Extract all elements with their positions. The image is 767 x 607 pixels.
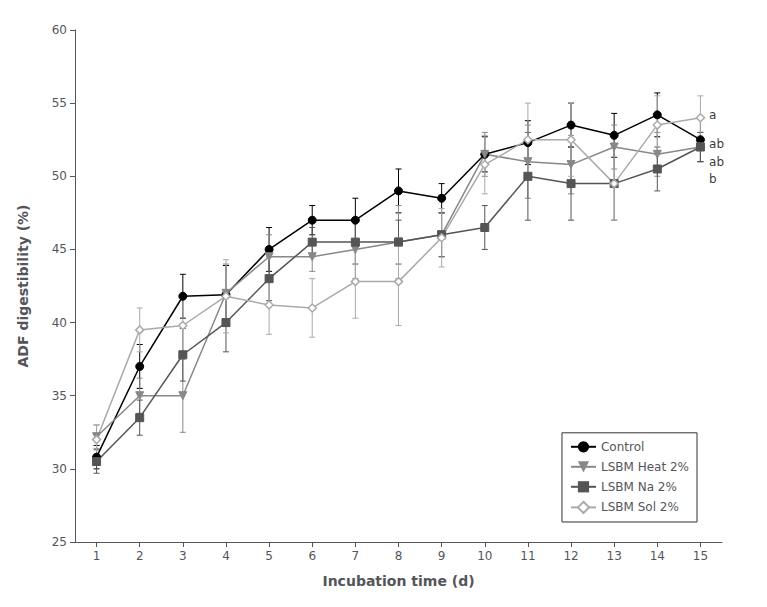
svg-text:3: 3 xyxy=(179,549,187,563)
svg-text:LSBM Na 2%: LSBM Na 2% xyxy=(601,480,677,494)
svg-text:1: 1 xyxy=(93,549,101,563)
svg-text:50: 50 xyxy=(52,169,67,183)
svg-text:55: 55 xyxy=(52,96,67,110)
svg-text:a: a xyxy=(709,108,716,122)
svg-text:7: 7 xyxy=(352,549,360,563)
svg-text:ab: ab xyxy=(709,137,724,151)
svg-text:12: 12 xyxy=(563,549,578,563)
svg-text:LSBM Sol 2%: LSBM Sol 2% xyxy=(601,500,679,514)
svg-text:9: 9 xyxy=(438,549,446,563)
svg-text:10: 10 xyxy=(477,549,492,563)
svg-text:15: 15 xyxy=(693,549,708,563)
svg-text:8: 8 xyxy=(395,549,403,563)
svg-text:5: 5 xyxy=(265,549,273,563)
svg-text:40: 40 xyxy=(52,316,67,330)
svg-text:LSBM Heat 2%: LSBM Heat 2% xyxy=(601,460,689,474)
svg-text:13: 13 xyxy=(607,549,622,563)
svg-text:45: 45 xyxy=(52,242,67,256)
svg-text:6: 6 xyxy=(308,549,316,563)
svg-text:4: 4 xyxy=(222,549,230,563)
svg-text:14: 14 xyxy=(650,549,665,563)
svg-text:11: 11 xyxy=(520,549,535,563)
svg-text:2: 2 xyxy=(136,549,144,563)
svg-text:b: b xyxy=(709,172,717,186)
svg-text:ab: ab xyxy=(709,155,724,169)
svg-text:Incubation time (d): Incubation time (d) xyxy=(322,573,474,589)
svg-text:35: 35 xyxy=(52,389,67,403)
svg-text:25: 25 xyxy=(52,535,67,549)
svg-text:60: 60 xyxy=(52,23,67,37)
svg-text:Control: Control xyxy=(601,440,644,454)
svg-text:30: 30 xyxy=(52,462,67,476)
svg-text:ADF digestibility (%): ADF digestibility (%) xyxy=(15,205,31,368)
